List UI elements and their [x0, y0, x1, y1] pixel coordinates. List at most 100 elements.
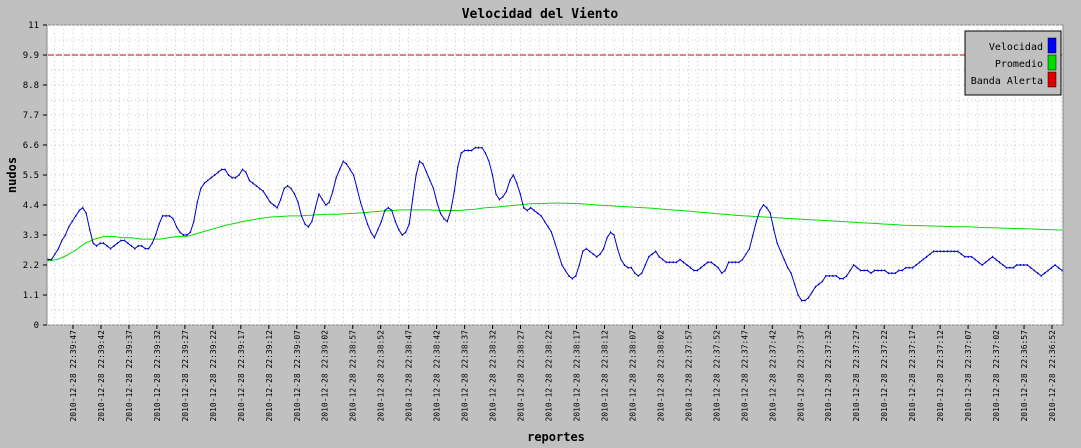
data-point-velocidad	[551, 231, 553, 234]
data-point-velocidad	[61, 239, 63, 242]
data-point-velocidad	[1012, 266, 1014, 269]
data-point-velocidad	[162, 214, 164, 217]
data-point-velocidad	[1040, 274, 1042, 277]
x-tick-label: 2010-12-28 22:37:52	[712, 330, 721, 422]
data-point-velocidad	[599, 253, 601, 256]
y-tick-label: 11	[28, 21, 39, 31]
data-point-velocidad	[651, 253, 653, 256]
data-point-velocidad	[1047, 269, 1049, 272]
data-point-velocidad	[200, 187, 202, 190]
data-point-velocidad	[908, 266, 910, 269]
data-point-velocidad	[196, 201, 198, 204]
data-point-velocidad	[290, 187, 292, 190]
data-point-velocidad	[485, 152, 487, 155]
data-point-velocidad	[547, 225, 549, 228]
data-point-velocidad	[148, 247, 150, 250]
data-point-velocidad	[210, 176, 212, 179]
x-tick-label: 2010-12-28 22:37:27	[852, 330, 861, 422]
data-point-velocidad	[693, 269, 695, 272]
data-point-velocidad	[471, 149, 473, 152]
data-point-velocidad	[266, 195, 268, 198]
x-tick-label: 2010-12-28 22:37:02	[992, 330, 1001, 422]
data-point-velocidad	[735, 261, 737, 264]
data-point-velocidad	[349, 168, 351, 171]
data-point-velocidad	[933, 250, 935, 253]
data-point-velocidad	[304, 223, 306, 226]
data-point-velocidad	[912, 266, 914, 269]
series-line-promedio	[47, 202, 1063, 262]
data-point-velocidad	[353, 174, 355, 176]
data-point-velocidad	[610, 231, 612, 234]
data-point-velocidad	[530, 206, 532, 209]
y-tick-label: 1.1	[23, 291, 39, 301]
y-tick-label: 9.9	[23, 51, 39, 61]
data-point-velocidad	[238, 174, 240, 176]
data-point-velocidad	[849, 269, 851, 272]
data-point-velocidad	[54, 253, 56, 256]
data-point-velocidad	[50, 258, 52, 261]
data-point-velocidad	[787, 266, 789, 269]
x-tick-label: 2010-12-28 22:39:17	[237, 330, 246, 422]
data-point-velocidad	[835, 274, 837, 277]
data-point-velocidad	[502, 195, 504, 198]
data-point-velocidad	[679, 258, 681, 261]
data-point-velocidad	[221, 168, 223, 171]
x-tick-label: 2010-12-28 22:37:22	[880, 330, 889, 422]
data-point-velocidad	[623, 264, 625, 266]
data-point-velocidad	[860, 269, 862, 272]
data-point-velocidad	[405, 231, 407, 234]
data-point-velocidad	[957, 250, 959, 253]
data-point-velocidad	[360, 201, 362, 204]
data-point-velocidad	[644, 264, 646, 266]
data-point-velocidad	[707, 261, 709, 264]
y-axis-ticks: 0 1.1 2.2 3.3 4.4 5.5 6.6 7.7 8.8 9.9 11	[23, 21, 47, 331]
data-point-velocidad	[998, 261, 1000, 264]
data-point-velocidad	[436, 201, 438, 204]
data-point-velocidad	[873, 269, 875, 272]
data-point-velocidad	[561, 264, 563, 266]
data-point-velocidad	[974, 258, 976, 261]
data-point-velocidad	[169, 214, 171, 217]
data-point-velocidad	[311, 220, 313, 223]
data-point-velocidad	[446, 220, 448, 223]
data-point-velocidad	[380, 220, 382, 223]
data-point-velocidad	[964, 255, 966, 258]
data-point-velocidad	[992, 255, 994, 258]
data-point-velocidad	[255, 184, 257, 187]
data-point-velocidad	[568, 274, 570, 277]
data-point-velocidad	[943, 250, 945, 253]
data-point-velocidad	[880, 269, 882, 272]
data-point-velocidad	[82, 206, 84, 209]
data-point-velocidad	[745, 253, 747, 256]
data-point-velocidad	[971, 255, 973, 258]
data-point-velocidad	[1016, 264, 1018, 266]
x-tick-label: 2010-12-28 22:37:42	[768, 330, 777, 422]
data-point-velocidad	[1023, 264, 1025, 266]
data-point-velocidad	[64, 234, 66, 236]
data-point-velocidad	[589, 250, 591, 253]
x-tick-label: 2010-12-28 22:37:12	[936, 330, 945, 422]
legend-swatch-banda-alerta	[1047, 71, 1057, 88]
data-point-velocidad	[366, 223, 368, 226]
data-point-velocidad	[241, 168, 243, 171]
data-point-velocidad	[71, 220, 73, 223]
data-point-velocidad	[794, 283, 796, 286]
x-tick-label: 2010-12-28 22:38:57	[349, 330, 358, 422]
data-point-velocidad	[929, 253, 931, 256]
data-point-velocidad	[398, 228, 400, 231]
x-tick-label: 2010-12-28 22:38:42	[433, 330, 442, 422]
data-point-velocidad	[926, 255, 928, 258]
y-tick-label: 6.6	[23, 141, 39, 151]
data-point-velocidad	[641, 272, 643, 275]
data-point-velocidad	[894, 272, 896, 275]
data-point-velocidad	[85, 212, 87, 215]
data-point-velocidad	[828, 274, 830, 277]
data-point-velocidad	[443, 217, 445, 220]
data-point-velocidad	[137, 244, 139, 247]
data-point-velocidad	[228, 174, 230, 176]
data-point-velocidad	[151, 242, 153, 245]
data-point-velocidad	[377, 228, 379, 231]
data-point-velocidad	[571, 277, 573, 280]
data-point-velocidad	[110, 247, 112, 250]
x-tick-label: 2010-12-28 22:38:52	[377, 330, 386, 422]
